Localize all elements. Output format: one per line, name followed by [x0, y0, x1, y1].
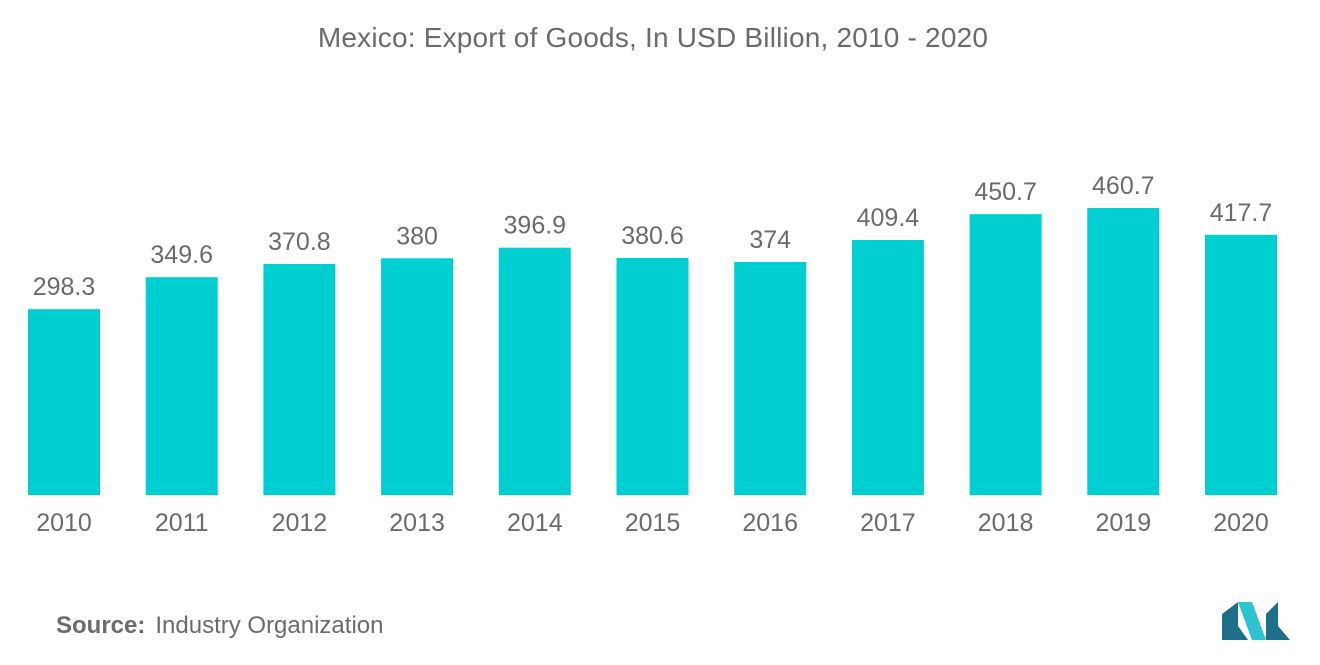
- category-label-2012: 2012: [272, 509, 328, 537]
- bars-layer: [28, 208, 1277, 496]
- bar-2012: [263, 264, 336, 495]
- category-label-2017: 2017: [860, 509, 916, 537]
- value-label-2018: 450.7: [974, 178, 1037, 206]
- value-label-2014: 396.9: [504, 212, 567, 240]
- category-labels-layer: 2010 2011 2012 2013 2014 2015 2016 2017 2018 2019…: [36, 509, 1269, 537]
- value-label-2013: 380: [396, 222, 438, 250]
- bar-2013: [381, 258, 454, 495]
- category-label-2015: 2015: [625, 509, 681, 537]
- chart-title: Mexico: Export of Goods, In USD Billion,…: [317, 22, 989, 53]
- value-label-2011: 349.6: [150, 241, 213, 269]
- value-label-2020: 417.7: [1210, 199, 1273, 227]
- logo-right-shape: [1266, 602, 1290, 640]
- category-label-2020: 2020: [1213, 509, 1269, 537]
- category-label-2013: 2013: [389, 509, 445, 537]
- value-label-2015: 380.6: [621, 222, 684, 250]
- value-label-2010: 298.3: [33, 273, 96, 301]
- value-label-2012: 370.8: [268, 228, 331, 256]
- brand-logo-icon: [1222, 602, 1290, 640]
- value-labels-layer: 298.3 349.6 370.8 380 396.9 380.6 374 409.4 450.…: [33, 172, 1273, 301]
- logo-left-shape: [1222, 602, 1248, 640]
- bar-2014: [498, 247, 571, 495]
- value-label-2017: 409.4: [857, 204, 920, 232]
- category-label-2018: 2018: [978, 509, 1034, 537]
- category-label-2010: 2010: [36, 509, 92, 537]
- bar-2018: [969, 214, 1042, 495]
- source-label: Source:: [56, 612, 146, 639]
- bar-2010: [28, 309, 100, 495]
- source-text: Industry Organization: [155, 612, 384, 639]
- category-label-2016: 2016: [742, 509, 798, 537]
- value-label-2019: 460.7: [1092, 172, 1155, 200]
- bar-2016: [734, 262, 807, 495]
- logo-middle-shape: [1238, 602, 1266, 640]
- bar-2020: [1205, 234, 1277, 496]
- bar-2019: [1087, 208, 1160, 495]
- value-label-2016: 374: [749, 226, 791, 254]
- bar-2017: [851, 240, 924, 495]
- source-note: Source: Industry Organization: [56, 612, 383, 640]
- category-label-2014: 2014: [507, 509, 563, 537]
- bar-2015: [616, 257, 689, 495]
- bar-2011: [145, 277, 218, 495]
- category-label-2011: 2011: [155, 509, 209, 537]
- category-label-2019: 2019: [1095, 509, 1151, 537]
